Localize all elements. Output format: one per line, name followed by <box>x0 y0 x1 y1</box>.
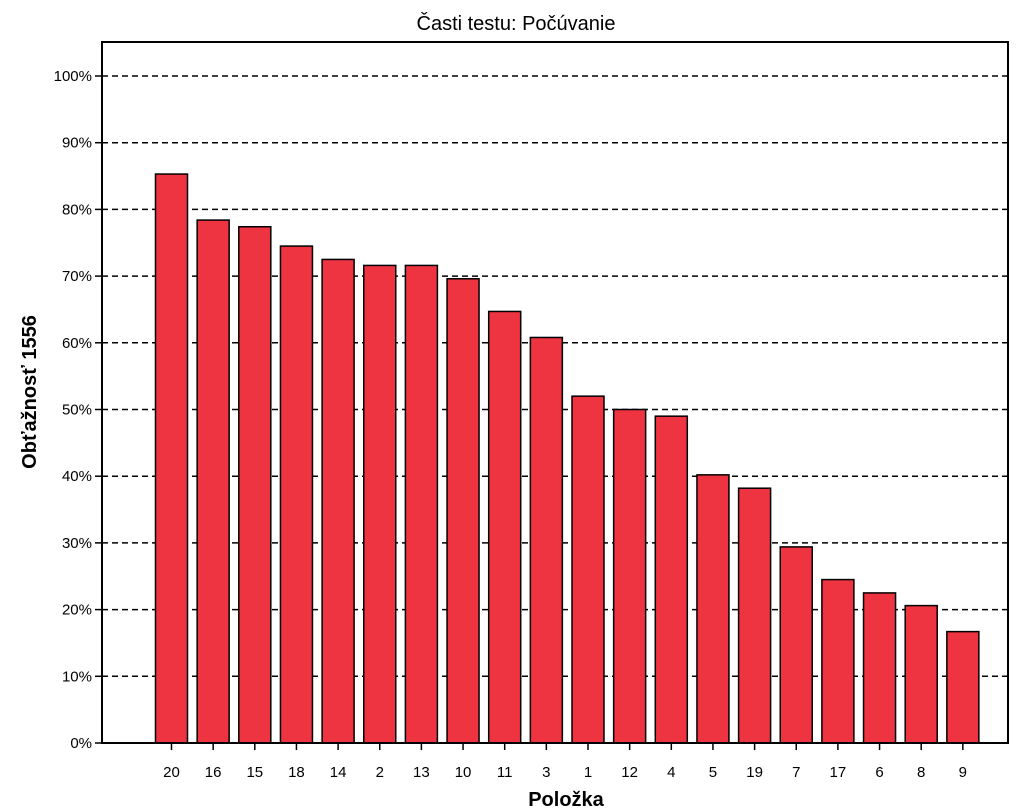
x-tick-label: 20 <box>163 764 180 781</box>
bar-item-10 <box>446 278 480 744</box>
x-tick-label: 7 <box>792 764 800 781</box>
bar-item-16 <box>196 219 230 744</box>
x-tick-label: 13 <box>413 764 430 781</box>
bar-item-3 <box>529 336 564 744</box>
x-axis-ticks: 20 16 15 18 14 2 13 10 11 3 1 12 4 5 19 7 17 6 8 9 <box>163 743 967 781</box>
x-tick-label: 18 <box>288 764 305 781</box>
x-tick-label: 1 <box>584 764 592 781</box>
chart-title: Časti testu: Počúvanie <box>417 12 616 35</box>
y-tick-label: 100% <box>54 68 92 85</box>
x-tick-label: 4 <box>667 764 675 781</box>
y-axis-label: Obťažnosť 1556 <box>19 315 41 469</box>
bar-item-15 <box>238 225 272 744</box>
bar-item-17 <box>821 578 855 744</box>
x-tick-label: 9 <box>959 764 967 781</box>
y-tick-label: 50% <box>62 402 92 419</box>
bar-item-4 <box>654 415 689 744</box>
plot-frame <box>101 41 1009 744</box>
x-tick-label: 12 <box>621 764 638 781</box>
x-tick-label: 17 <box>830 764 847 781</box>
bar-item-12 <box>612 408 647 744</box>
y-tick-label: 90% <box>62 135 92 152</box>
x-tick-label: 14 <box>330 764 347 781</box>
bar-item-13 <box>404 264 439 744</box>
x-tick-label: 16 <box>205 764 222 781</box>
x-tick-label: 19 <box>746 764 763 781</box>
bar-item-19 <box>737 487 772 744</box>
y-tick-label: 80% <box>62 201 92 218</box>
bar-item-7 <box>779 546 813 744</box>
bar-item-18 <box>279 245 314 744</box>
x-axis-label: Položka <box>528 789 604 811</box>
x-tick-label: 15 <box>246 764 263 781</box>
y-tick-label: 30% <box>62 535 92 552</box>
bar-item-1 <box>571 395 605 744</box>
bar-item-2 <box>363 264 397 744</box>
x-tick-label: 5 <box>709 764 717 781</box>
x-tick-label: 3 <box>542 764 550 781</box>
bar-item-8 <box>904 604 938 744</box>
bars <box>154 173 980 744</box>
bar-item-5 <box>696 474 730 744</box>
y-tick-label: 20% <box>62 602 92 619</box>
x-tick-label: 2 <box>376 764 384 781</box>
bar-item-11 <box>487 310 522 744</box>
bar-item-14 <box>321 258 355 744</box>
y-tick-label: 60% <box>62 335 92 352</box>
y-tick-label: 10% <box>62 668 92 685</box>
x-tick-label: 6 <box>875 764 883 781</box>
x-tick-label: 10 <box>455 764 472 781</box>
y-tick-label: 70% <box>62 268 92 285</box>
y-tick-label: 0% <box>70 735 92 752</box>
x-tick-label: 8 <box>917 764 925 781</box>
bar-item-9 <box>946 630 980 744</box>
bar-item-20 <box>154 173 189 744</box>
bar-item-6 <box>862 592 897 744</box>
x-tick-label: 11 <box>497 764 513 781</box>
y-tick-label: 40% <box>62 468 92 485</box>
y-axis-ticks: 0% 10% 20% 30% 40% 50% 60% 70% 80% 90% 100% <box>54 68 102 752</box>
